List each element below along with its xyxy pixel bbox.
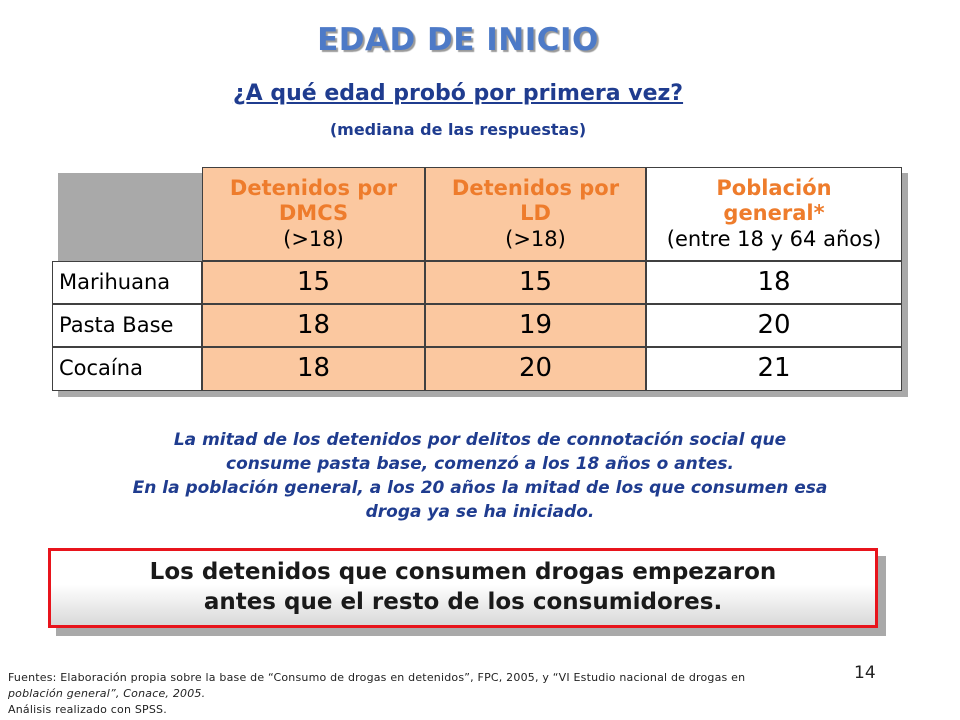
cell-cocaina-dmcs: 18: [202, 347, 425, 391]
header-dmcs: Detenidos por DMCS (>18): [202, 167, 425, 261]
source-line-3: Análisis realizado con SPSS.: [8, 702, 167, 716]
header-dmcs-line3: (>18): [283, 226, 344, 251]
row-label-marihuana: Marihuana: [52, 261, 202, 304]
note-line-3: En la población general, a los 20 años l…: [132, 478, 828, 499]
cell-marihuana-dmcs: 15: [202, 261, 425, 304]
header-dmcs-line2: DMCS: [278, 201, 349, 226]
cell-pasta-base-dmcs: 18: [202, 304, 425, 347]
age-table: Detenidos por DMCS (>18) Detenidos por L…: [52, 167, 908, 397]
header-general-line1: Población: [716, 176, 832, 201]
source-footnote: Fuentes: Elaboración propia sobre la bas…: [8, 670, 888, 718]
callout-line-1: Los detenidos que consumen drogas empeza…: [149, 559, 777, 586]
findings-note: La mitad de los detenidos por delitos de…: [40, 428, 920, 525]
slide-subtitle: (mediana de las respuestas): [329, 120, 587, 139]
cell-marihuana-ld: 15: [425, 261, 646, 304]
note-line-4: droga ya se ha iniciado.: [365, 502, 595, 523]
header-ld: Detenidos por LD (>18): [425, 167, 646, 261]
cell-marihuana-general: 18: [646, 261, 902, 304]
source-line-1: Fuentes: Elaboración propia sobre la bas…: [8, 671, 746, 684]
table-body: Detenidos por DMCS (>18) Detenidos por L…: [52, 167, 902, 391]
header-general-line2: general*: [723, 201, 825, 226]
cell-cocaina-ld: 20: [425, 347, 646, 391]
header-general-line3: (entre 18 y 64 años): [666, 226, 882, 251]
source-line-2: población general”, Conace, 2005.: [8, 686, 206, 700]
conclusion-callout: Los detenidos que consumen drogas empeza…: [48, 548, 878, 628]
note-line-2: consume pasta base, comenzó a los 18 año…: [226, 454, 734, 475]
header-general: Población general* (entre 18 y 64 años): [646, 167, 902, 261]
cell-pasta-base-general: 20: [646, 304, 902, 347]
cell-pasta-base-ld: 19: [425, 304, 646, 347]
slide-title: EDAD DE INICIO: [317, 22, 599, 58]
note-line-1: La mitad de los detenidos por delitos de…: [173, 430, 787, 450]
row-label-cocaina: Cocaína: [52, 347, 202, 391]
slide-question: ¿A qué edad probó por primera vez?: [232, 81, 684, 106]
header-ld-line2: LD: [520, 201, 551, 226]
cell-cocaina-general: 21: [646, 347, 902, 391]
row-label-pasta-base: Pasta Base: [52, 304, 202, 347]
header-ld-line3: (>18): [505, 226, 566, 251]
header-dmcs-line1: Detenidos por: [229, 176, 398, 201]
page-number: 14: [854, 663, 876, 683]
callout-line-2: antes que el resto de los consumidores.: [203, 589, 723, 615]
header-ld-line1: Detenidos por: [451, 176, 620, 201]
